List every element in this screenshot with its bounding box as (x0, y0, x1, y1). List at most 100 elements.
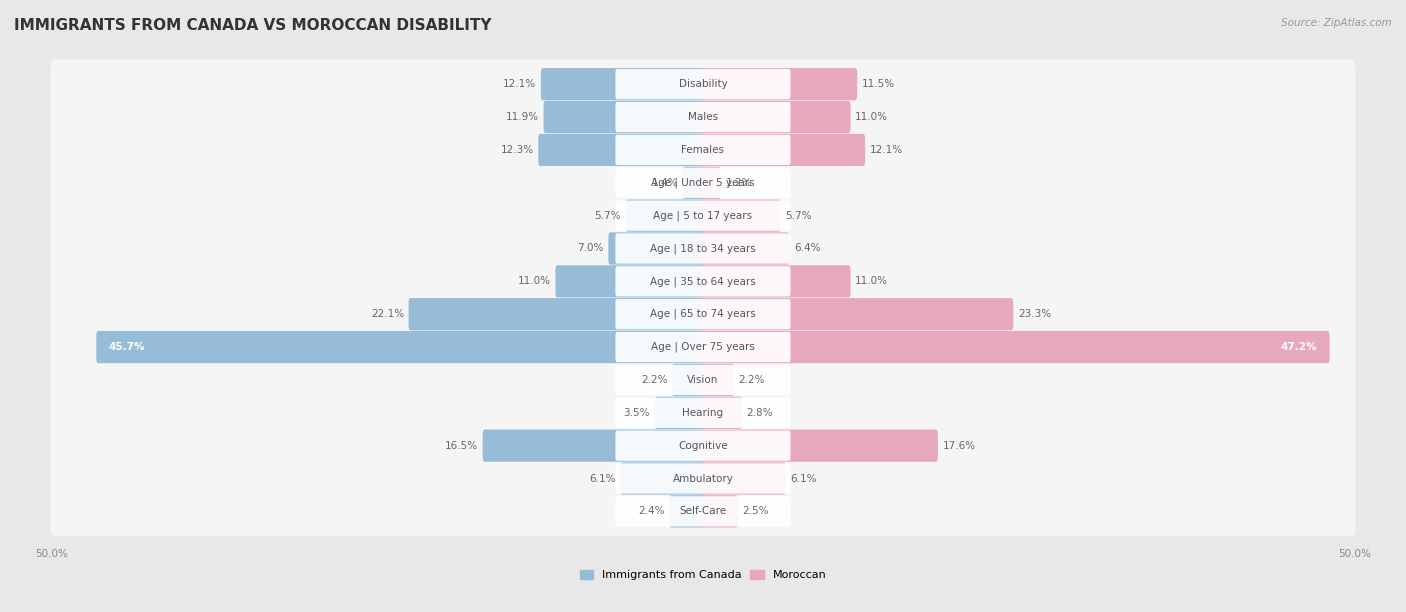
Text: Cognitive: Cognitive (678, 441, 728, 450)
FancyBboxPatch shape (51, 125, 1355, 175)
FancyBboxPatch shape (555, 265, 704, 297)
FancyBboxPatch shape (626, 200, 704, 232)
FancyBboxPatch shape (702, 397, 742, 429)
FancyBboxPatch shape (702, 68, 858, 100)
Text: 2.8%: 2.8% (747, 408, 773, 418)
Text: 11.0%: 11.0% (855, 277, 889, 286)
FancyBboxPatch shape (616, 266, 790, 296)
FancyBboxPatch shape (702, 200, 780, 232)
FancyBboxPatch shape (544, 101, 704, 133)
Text: Age | 5 to 17 years: Age | 5 to 17 years (654, 211, 752, 221)
FancyBboxPatch shape (655, 397, 704, 429)
FancyBboxPatch shape (51, 59, 1355, 109)
FancyBboxPatch shape (616, 463, 790, 494)
FancyBboxPatch shape (616, 365, 790, 395)
FancyBboxPatch shape (482, 430, 704, 461)
Text: Age | Over 75 years: Age | Over 75 years (651, 342, 755, 353)
Text: 2.4%: 2.4% (638, 506, 665, 517)
FancyBboxPatch shape (609, 233, 704, 264)
Text: 12.1%: 12.1% (503, 79, 536, 89)
Text: 2.5%: 2.5% (742, 506, 769, 517)
Text: Age | 18 to 34 years: Age | 18 to 34 years (650, 243, 756, 254)
FancyBboxPatch shape (669, 495, 704, 528)
FancyBboxPatch shape (616, 233, 790, 264)
FancyBboxPatch shape (51, 158, 1355, 207)
FancyBboxPatch shape (616, 299, 790, 329)
FancyBboxPatch shape (702, 101, 851, 133)
FancyBboxPatch shape (51, 256, 1355, 307)
Text: Source: ZipAtlas.com: Source: ZipAtlas.com (1281, 18, 1392, 28)
FancyBboxPatch shape (538, 134, 704, 166)
Text: 5.7%: 5.7% (785, 211, 811, 221)
Text: Males: Males (688, 112, 718, 122)
Text: Vision: Vision (688, 375, 718, 385)
FancyBboxPatch shape (702, 430, 938, 461)
FancyBboxPatch shape (702, 495, 738, 528)
FancyBboxPatch shape (616, 69, 790, 99)
Text: 45.7%: 45.7% (108, 342, 145, 352)
Text: 5.7%: 5.7% (595, 211, 621, 221)
FancyBboxPatch shape (541, 68, 704, 100)
Text: Age | 65 to 74 years: Age | 65 to 74 years (650, 309, 756, 319)
Text: Disability: Disability (679, 79, 727, 89)
FancyBboxPatch shape (616, 135, 790, 165)
FancyBboxPatch shape (51, 289, 1355, 339)
Text: 6.1%: 6.1% (589, 474, 616, 483)
Text: 11.9%: 11.9% (506, 112, 538, 122)
Text: 7.0%: 7.0% (578, 244, 603, 253)
FancyBboxPatch shape (682, 166, 704, 199)
Text: Age | Under 5 years: Age | Under 5 years (651, 177, 755, 188)
Text: 11.0%: 11.0% (517, 277, 551, 286)
FancyBboxPatch shape (616, 102, 790, 132)
Text: 50.0%: 50.0% (1339, 549, 1371, 559)
FancyBboxPatch shape (51, 223, 1355, 274)
Text: 3.5%: 3.5% (624, 408, 650, 418)
FancyBboxPatch shape (51, 453, 1355, 504)
FancyBboxPatch shape (616, 332, 790, 362)
Text: 11.0%: 11.0% (855, 112, 889, 122)
Text: 22.1%: 22.1% (371, 309, 404, 319)
FancyBboxPatch shape (672, 364, 704, 396)
FancyBboxPatch shape (702, 364, 734, 396)
FancyBboxPatch shape (702, 134, 865, 166)
FancyBboxPatch shape (616, 430, 790, 461)
Text: IMMIGRANTS FROM CANADA VS MOROCCAN DISABILITY: IMMIGRANTS FROM CANADA VS MOROCCAN DISAB… (14, 18, 492, 34)
Text: 6.1%: 6.1% (790, 474, 817, 483)
Text: 11.5%: 11.5% (862, 79, 896, 89)
FancyBboxPatch shape (51, 191, 1355, 241)
Text: 23.3%: 23.3% (1018, 309, 1052, 319)
Text: Hearing: Hearing (682, 408, 724, 418)
Text: 47.2%: 47.2% (1281, 342, 1317, 352)
Text: 1.4%: 1.4% (651, 177, 678, 188)
FancyBboxPatch shape (702, 463, 786, 494)
Text: 16.5%: 16.5% (444, 441, 478, 450)
FancyBboxPatch shape (51, 388, 1355, 438)
FancyBboxPatch shape (702, 331, 1330, 363)
Text: 17.6%: 17.6% (942, 441, 976, 450)
Text: 12.3%: 12.3% (501, 145, 534, 155)
FancyBboxPatch shape (96, 331, 704, 363)
Text: 6.4%: 6.4% (794, 244, 821, 253)
Text: Females: Females (682, 145, 724, 155)
Text: Ambulatory: Ambulatory (672, 474, 734, 483)
FancyBboxPatch shape (51, 355, 1355, 405)
FancyBboxPatch shape (616, 496, 790, 526)
FancyBboxPatch shape (620, 463, 704, 494)
FancyBboxPatch shape (616, 168, 790, 198)
FancyBboxPatch shape (51, 322, 1355, 372)
Text: 1.2%: 1.2% (725, 177, 752, 188)
Text: 12.1%: 12.1% (870, 145, 903, 155)
Legend: Immigrants from Canada, Moroccan: Immigrants from Canada, Moroccan (575, 565, 831, 584)
Text: Self-Care: Self-Care (679, 506, 727, 517)
Text: 2.2%: 2.2% (738, 375, 765, 385)
FancyBboxPatch shape (702, 298, 1014, 330)
Text: 50.0%: 50.0% (35, 549, 67, 559)
Text: Age | 35 to 64 years: Age | 35 to 64 years (650, 276, 756, 286)
FancyBboxPatch shape (616, 201, 790, 231)
FancyBboxPatch shape (51, 92, 1355, 142)
FancyBboxPatch shape (702, 166, 721, 199)
FancyBboxPatch shape (616, 398, 790, 428)
FancyBboxPatch shape (51, 420, 1355, 471)
FancyBboxPatch shape (702, 233, 790, 264)
FancyBboxPatch shape (702, 265, 851, 297)
